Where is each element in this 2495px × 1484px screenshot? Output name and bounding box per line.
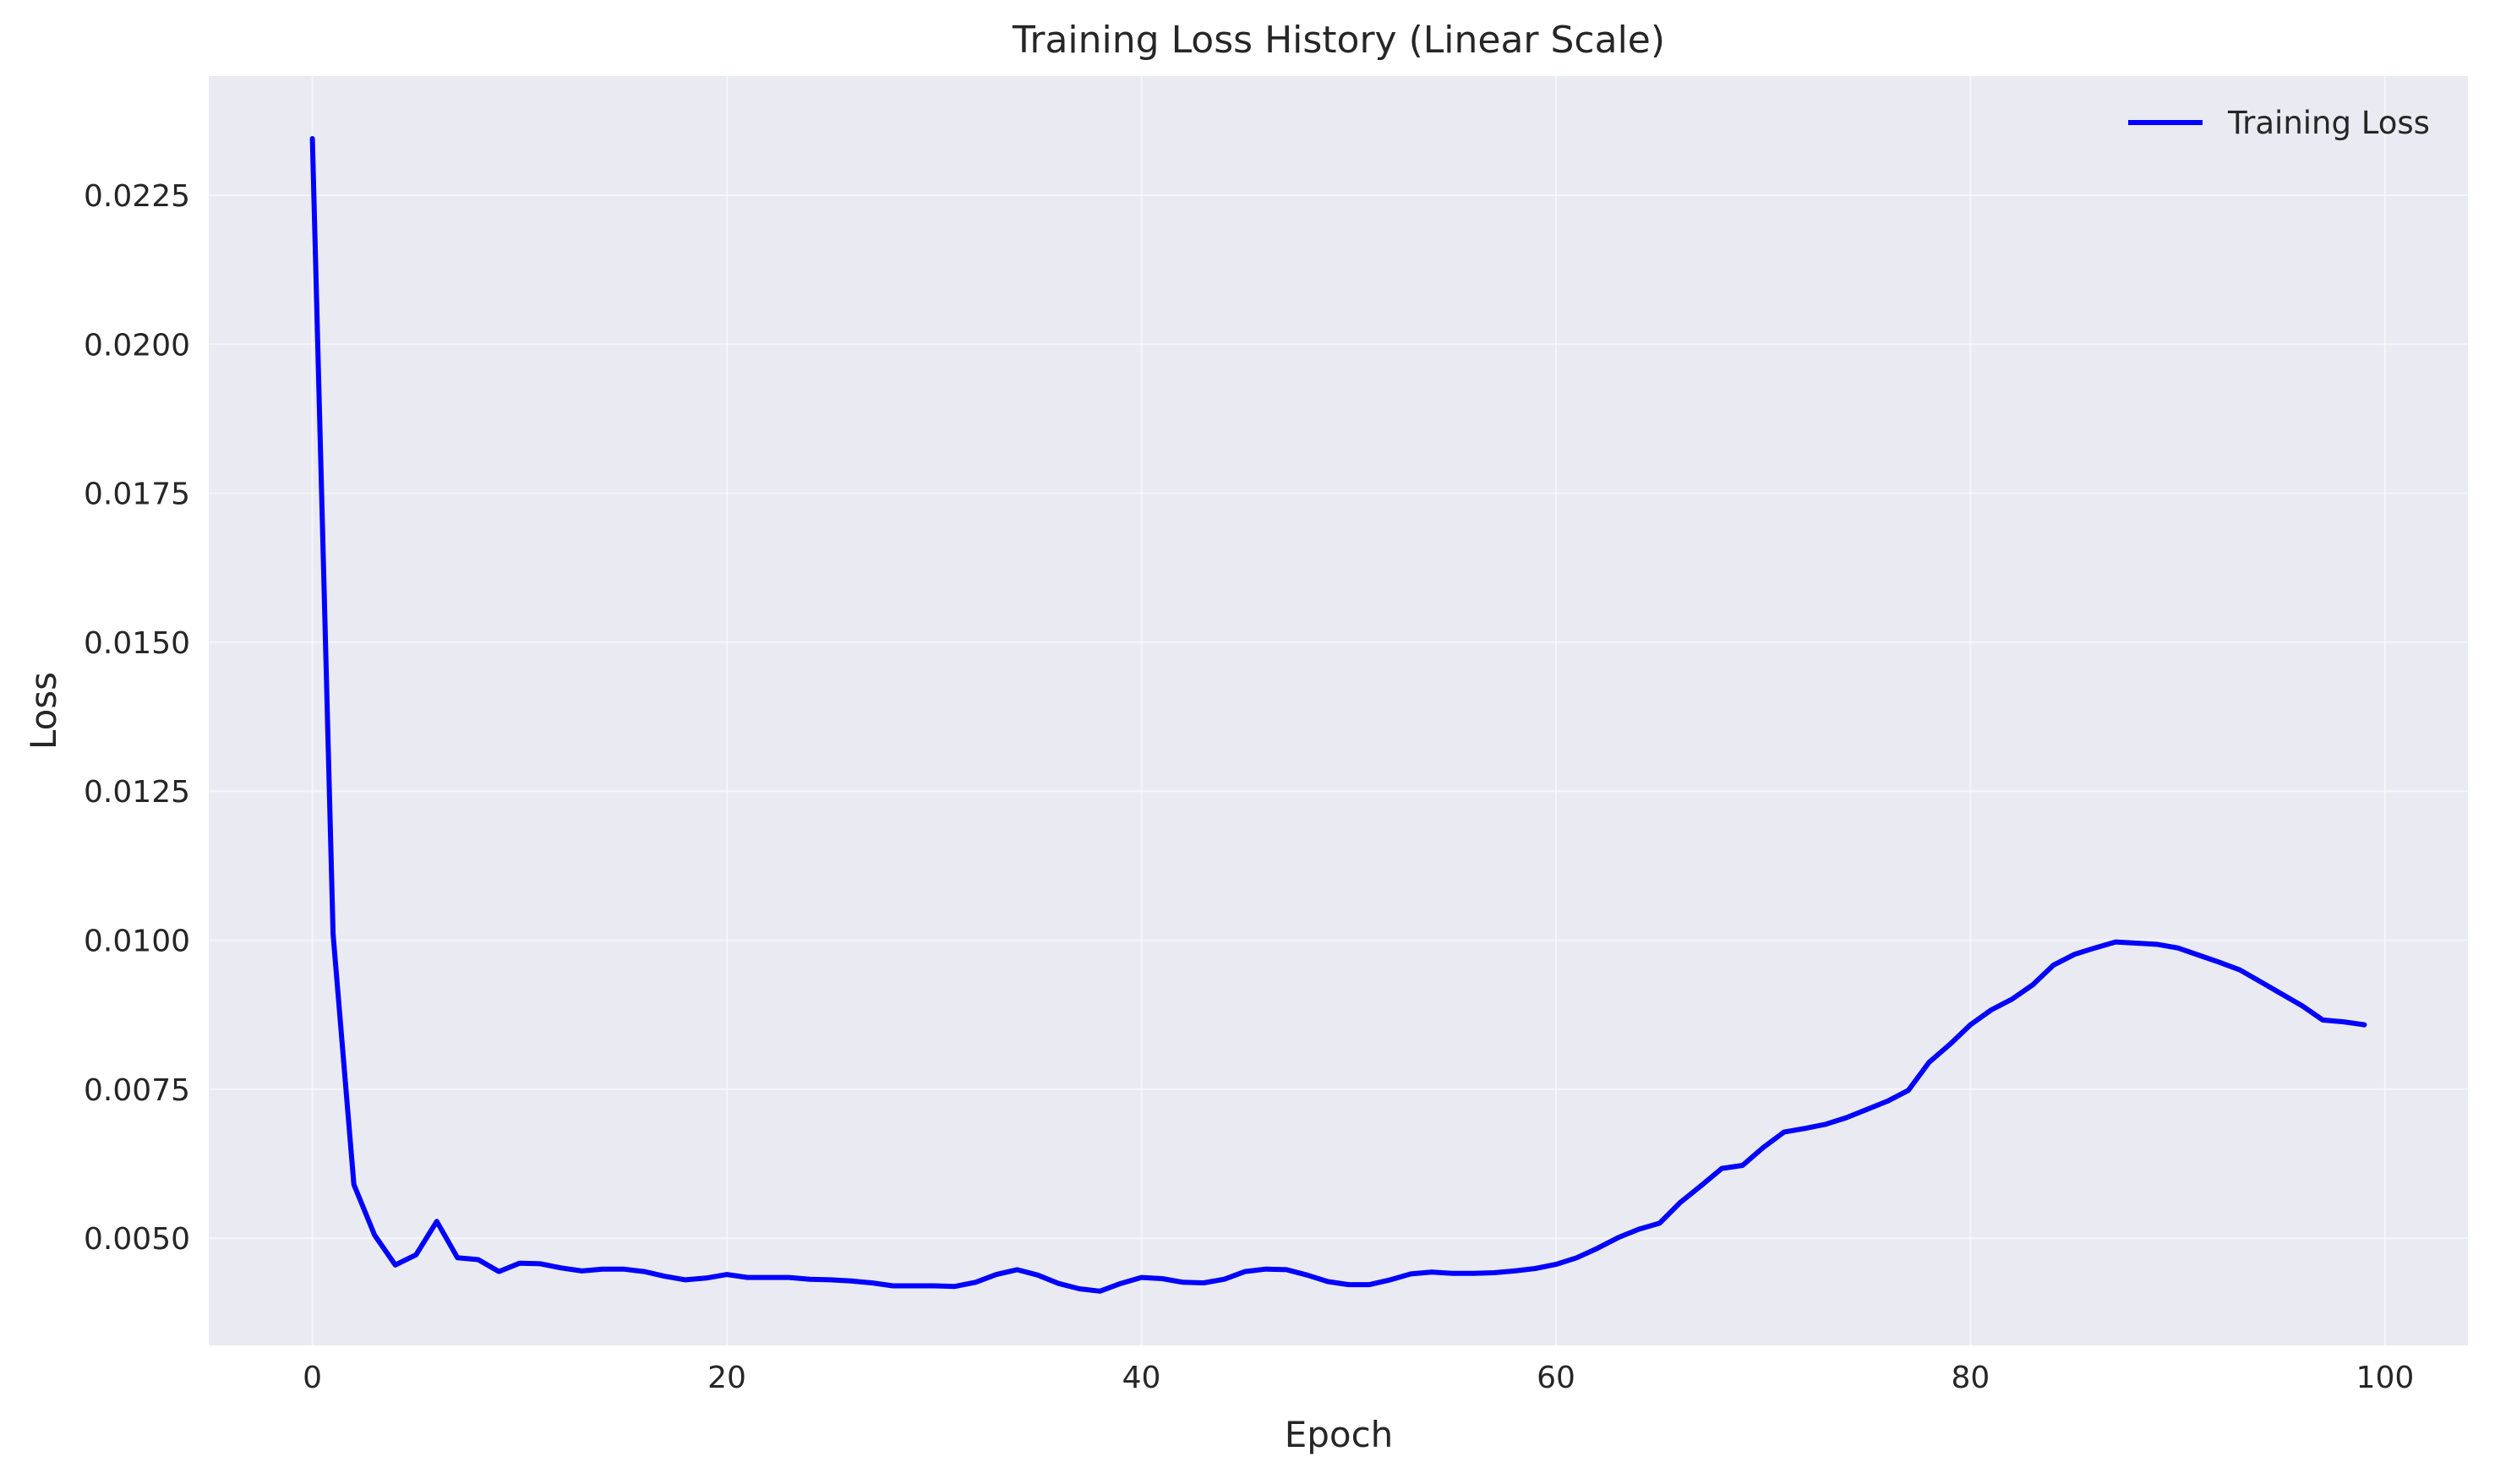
chart-title: Training Loss History (Linear Scale) bbox=[1012, 19, 1665, 62]
y-tick-label: 0.0075 bbox=[84, 1073, 190, 1108]
y-axis-ticks: 0.0050 0.0075 0.0100 0.0125 0.0150 0.0175 0.02… bbox=[84, 179, 190, 1257]
y-tick-label: 0.0200 bbox=[84, 328, 190, 363]
x-tick-label: 80 bbox=[1952, 1361, 1990, 1395]
x-tick-label: 100 bbox=[2356, 1361, 2415, 1395]
x-tick-label: 20 bbox=[707, 1361, 746, 1395]
y-tick-label: 0.0050 bbox=[84, 1222, 190, 1257]
x-tick-label: 40 bbox=[1122, 1361, 1161, 1395]
plot-area bbox=[209, 76, 2468, 1345]
legend: Training Loss bbox=[2128, 105, 2430, 141]
y-axis-label: Loss bbox=[23, 672, 64, 750]
y-tick-label: 0.0100 bbox=[84, 924, 190, 958]
grid-lines bbox=[209, 76, 2468, 1345]
series-layer bbox=[309, 136, 2367, 1294]
legend-label-training-loss: Training Loss bbox=[2227, 105, 2430, 141]
x-tick-label: 60 bbox=[1537, 1361, 1575, 1395]
y-tick-label: 0.0125 bbox=[84, 775, 190, 810]
x-tick-label: 0 bbox=[303, 1361, 322, 1395]
x-axis-label: Epoch bbox=[1285, 1414, 1394, 1455]
x-axis-ticks: 0 20 40 60 80 100 bbox=[303, 1361, 2414, 1395]
y-tick-label: 0.0225 bbox=[84, 179, 190, 214]
y-tick-label: 0.0175 bbox=[84, 477, 190, 512]
series-line-training-loss bbox=[309, 136, 2367, 1294]
y-tick-label: 0.0150 bbox=[84, 626, 190, 661]
